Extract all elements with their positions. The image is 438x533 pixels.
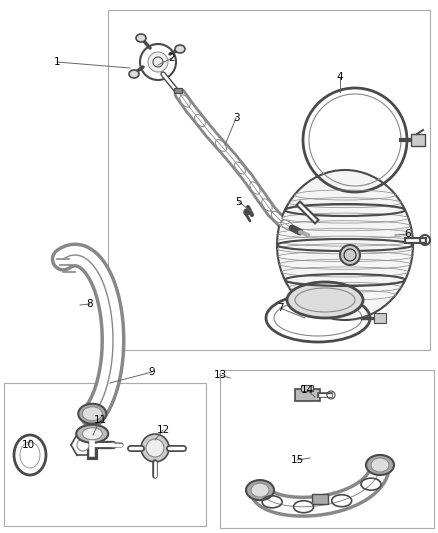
Ellipse shape bbox=[340, 245, 360, 265]
Text: 4: 4 bbox=[337, 72, 343, 82]
Text: 10: 10 bbox=[21, 440, 35, 450]
Bar bbox=[411, 134, 425, 146]
Ellipse shape bbox=[76, 425, 108, 443]
Text: 7: 7 bbox=[277, 303, 283, 313]
Ellipse shape bbox=[371, 458, 389, 472]
Bar bbox=[108, 10, 430, 350]
Ellipse shape bbox=[366, 455, 394, 475]
Text: 11: 11 bbox=[93, 415, 106, 425]
Bar bbox=[174, 88, 182, 93]
Bar bbox=[295, 389, 320, 401]
Text: 6: 6 bbox=[405, 229, 411, 239]
Ellipse shape bbox=[82, 407, 102, 421]
Text: 14: 14 bbox=[300, 385, 314, 395]
Ellipse shape bbox=[175, 45, 185, 53]
Bar bbox=[312, 494, 328, 504]
Text: 13: 13 bbox=[213, 370, 226, 380]
Text: 8: 8 bbox=[87, 299, 93, 309]
Text: 3: 3 bbox=[233, 113, 239, 123]
Ellipse shape bbox=[277, 170, 413, 320]
Ellipse shape bbox=[136, 34, 146, 42]
Text: 2: 2 bbox=[169, 53, 175, 63]
Text: 12: 12 bbox=[156, 425, 170, 435]
Text: 9: 9 bbox=[148, 367, 155, 377]
Ellipse shape bbox=[129, 70, 139, 78]
Ellipse shape bbox=[146, 439, 164, 457]
Bar bbox=[374, 313, 386, 323]
Ellipse shape bbox=[251, 483, 269, 497]
Ellipse shape bbox=[287, 282, 363, 318]
Ellipse shape bbox=[78, 403, 106, 424]
Ellipse shape bbox=[141, 434, 169, 462]
Bar bbox=[4, 383, 206, 526]
Bar bbox=[301, 385, 313, 391]
Ellipse shape bbox=[244, 209, 250, 215]
Ellipse shape bbox=[77, 439, 89, 451]
Ellipse shape bbox=[246, 480, 274, 500]
Ellipse shape bbox=[148, 52, 168, 72]
Ellipse shape bbox=[82, 428, 102, 440]
Bar bbox=[220, 370, 434, 528]
Text: 5: 5 bbox=[236, 197, 242, 207]
Text: 15: 15 bbox=[290, 455, 304, 465]
Text: 1: 1 bbox=[54, 57, 60, 67]
